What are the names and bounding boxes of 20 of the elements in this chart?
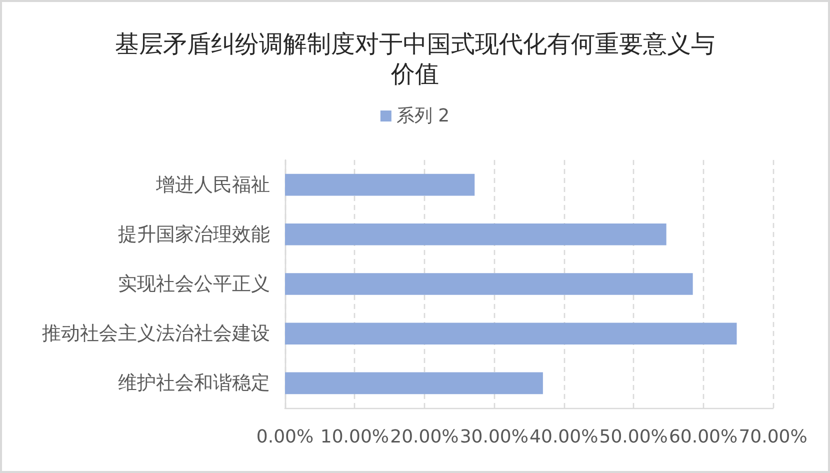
x-tick-label: 20.00%: [390, 426, 459, 448]
x-tick-label: 0.00%: [256, 426, 314, 448]
legend-label: 系列 2: [396, 106, 450, 126]
x-tick-label: 70.00%: [738, 426, 808, 448]
y-tick-label: 实现社会公平正义: [118, 273, 270, 295]
bar: [285, 322, 737, 345]
bar: [285, 174, 475, 196]
x-tick-label: 30.00%: [460, 426, 528, 448]
y-tick-label: 推动社会主义法治社会建设: [42, 322, 270, 345]
x-tick-label: 50.00%: [599, 426, 668, 448]
bar: [285, 223, 666, 246]
x-tick-label: 10.00%: [320, 426, 390, 448]
x-tick-label: 40.00%: [530, 426, 598, 448]
y-tick-label: 提升国家治理效能: [118, 223, 270, 246]
chart-title: 基层矛盾纠纷调解制度对于中国式现代化有何重要意义与价值: [115, 30, 715, 88]
y-tick-label: 增进人民福祉: [155, 174, 270, 196]
bar: [285, 372, 543, 394]
bar: [285, 273, 693, 295]
y-tick-label: 维护社会和谐稳定: [118, 372, 270, 394]
x-tick-label: 60.00%: [668, 426, 738, 448]
